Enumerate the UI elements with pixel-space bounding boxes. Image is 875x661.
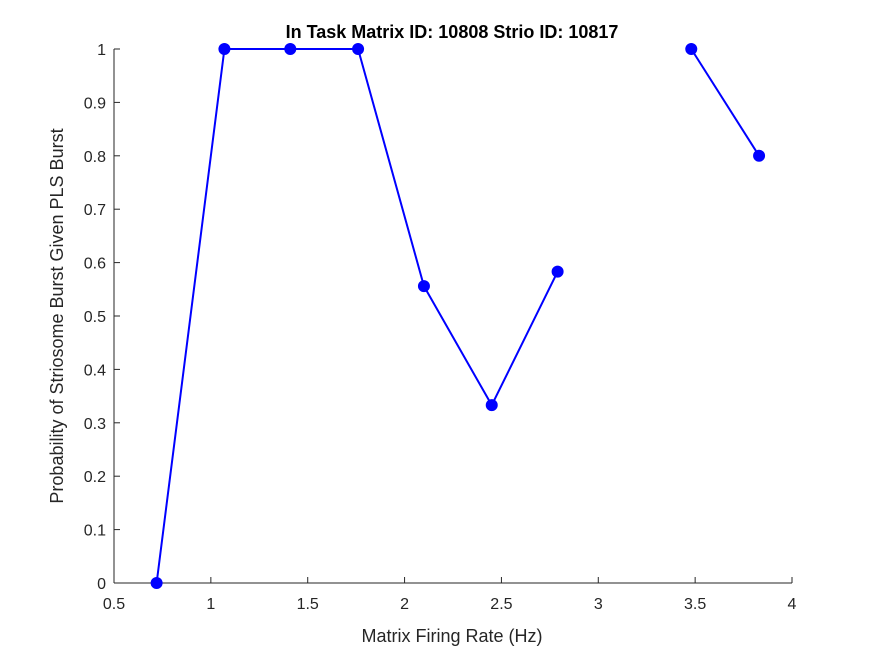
y-tick-label-10: 1 — [97, 42, 106, 59]
axes: 0.5 1 1.5 2 2.5 3 3.5 4 0 0.1 0.2 0.3 0.4 0.5 0.6 0.7 0.… — [84, 42, 797, 613]
data-point-5 — [485, 399, 498, 412]
x-tick-label-0: 0.5 — [103, 596, 125, 613]
y-tick-label-7: 0.7 — [84, 202, 106, 219]
data-point-0 — [150, 577, 163, 589]
series-layer — [150, 43, 766, 589]
chart-title: In Task Matrix ID: 10808 Strio ID: 10817 — [286, 22, 619, 42]
y-tick-label-0: 0 — [97, 576, 106, 593]
data-point-1 — [218, 43, 231, 55]
x-tick-label-6: 3.5 — [684, 596, 706, 613]
x-axis-label: Matrix Firing Rate (Hz) — [361, 626, 542, 646]
y-tick-label-8: 0.8 — [84, 149, 106, 166]
x-tick-label-5: 3 — [594, 596, 603, 613]
series-0-line-segment-1 — [690, 48, 760, 157]
data-point-8 — [685, 43, 698, 55]
y-tick-label-4: 0.4 — [84, 362, 106, 379]
x-tick-label-1: 1 — [206, 596, 215, 613]
y-tick-label-2: 0.2 — [84, 469, 106, 486]
data-point-6 — [551, 265, 564, 278]
y-axis-label: Probability of Striosome Burst Given PLS… — [47, 128, 67, 503]
data-point-2 — [284, 43, 297, 55]
y-tick-label-3: 0.3 — [84, 416, 106, 433]
y-tick-label-9: 0.9 — [84, 95, 106, 112]
y-tick-label-1: 0.1 — [84, 523, 106, 540]
x-tick-label-4: 2.5 — [490, 596, 512, 613]
y-tick-label-6: 0.6 — [84, 256, 106, 273]
y-tick-label-5: 0.5 — [84, 309, 106, 326]
x-tick-label-2: 1.5 — [297, 596, 319, 613]
x-tick-label-7: 4 — [788, 596, 797, 613]
data-point-3 — [352, 43, 365, 55]
data-point-9 — [753, 149, 766, 162]
data-point-4 — [417, 280, 430, 293]
x-tick-label-3: 2 — [400, 596, 409, 613]
